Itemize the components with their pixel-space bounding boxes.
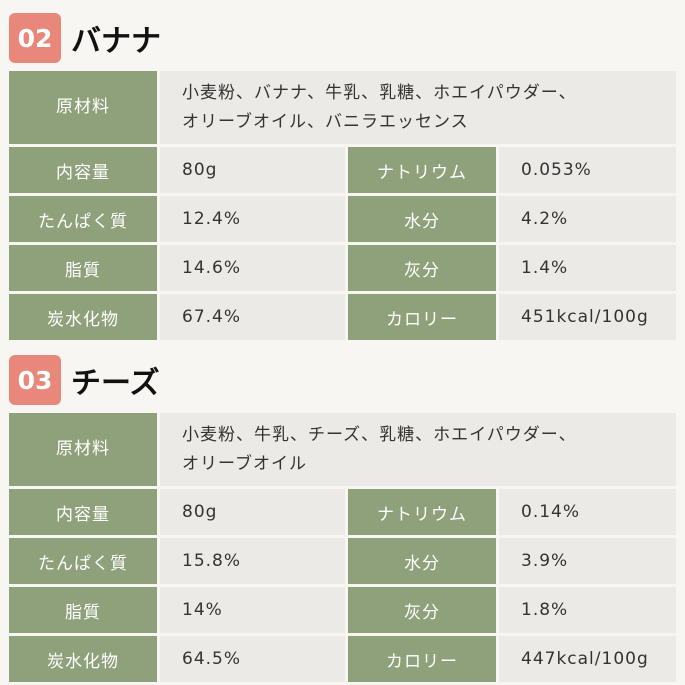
ingredients-row: 原材料 小麦粉、牛乳、チーズ、乳糖、ホエイパウダー、 オリーブオイル <box>9 413 676 486</box>
row-label: 脂質 <box>9 587 157 633</box>
row-label: 炭水化物 <box>9 636 157 682</box>
row-label: たんぱく質 <box>9 196 157 242</box>
row-label: カロリー <box>348 636 496 682</box>
row-value: 4.2% <box>499 196 676 242</box>
ingredients-line: 小麦粉、バナナ、牛乳、乳糖、ホエイパウダー、 <box>182 82 577 103</box>
row-label: 水分 <box>348 196 496 242</box>
row-value: 14% <box>160 587 345 633</box>
row-label: ナトリウム <box>348 489 496 535</box>
table-row: たんぱく質 12.4% 水分 4.2% <box>9 196 676 242</box>
nutrition-table: 原材料 小麦粉、牛乳、チーズ、乳糖、ホエイパウダー、 オリーブオイル 内容量 80… <box>6 410 679 685</box>
row-label: 内容量 <box>9 147 157 193</box>
row-value: 447kcal/100g <box>499 636 676 682</box>
product-section: 02 バナナ 原材料 小麦粉、バナナ、牛乳、乳糖、ホエイパウダー、 オリーブオイル… <box>9 13 676 343</box>
ingredients-line: 小麦粉、牛乳、チーズ、乳糖、ホエイパウダー、 <box>182 424 577 445</box>
row-label: 内容量 <box>9 489 157 535</box>
nutrition-table: 原材料 小麦粉、バナナ、牛乳、乳糖、ホエイパウダー、 オリーブオイル、バニラエッセ… <box>6 68 679 343</box>
table-row: 内容量 80g ナトリウム 0.053% <box>9 147 676 193</box>
row-value: 64.5% <box>160 636 345 682</box>
row-value: 1.8% <box>499 587 676 633</box>
table-row: 内容量 80g ナトリウム 0.14% <box>9 489 676 535</box>
row-label: カロリー <box>348 294 496 340</box>
row-value: 3.9% <box>499 538 676 584</box>
table-row: 脂質 14.6% 灰分 1.4% <box>9 245 676 291</box>
ingredients-line: オリーブオイル <box>182 453 307 474</box>
ingredients-value: 小麦粉、牛乳、チーズ、乳糖、ホエイパウダー、 オリーブオイル <box>160 413 676 486</box>
section-title: チーズ <box>71 366 160 401</box>
table-row: 脂質 14% 灰分 1.8% <box>9 587 676 633</box>
section-title: バナナ <box>71 24 161 59</box>
row-value: 0.14% <box>499 489 676 535</box>
section-number-badge: 03 <box>9 355 61 405</box>
row-label: 灰分 <box>348 587 496 633</box>
row-label: たんぱく質 <box>9 538 157 584</box>
ingredients-row: 原材料 小麦粉、バナナ、牛乳、乳糖、ホエイパウダー、 オリーブオイル、バニラエッセ… <box>9 71 676 144</box>
row-value: 0.053% <box>499 147 676 193</box>
table-row: 炭水化物 67.4% カロリー 451kcal/100g <box>9 294 676 340</box>
ingredients-label: 原材料 <box>9 71 157 144</box>
ingredients-label: 原材料 <box>9 413 157 486</box>
row-value: 14.6% <box>160 245 345 291</box>
ingredients-value: 小麦粉、バナナ、牛乳、乳糖、ホエイパウダー、 オリーブオイル、バニラエッセンス <box>160 71 676 144</box>
row-value: 80g <box>160 147 345 193</box>
row-label: 灰分 <box>348 245 496 291</box>
section-header: 02 バナナ <box>9 13 676 63</box>
row-value: 12.4% <box>160 196 345 242</box>
row-value: 451kcal/100g <box>499 294 676 340</box>
row-value: 1.4% <box>499 245 676 291</box>
section-number-badge: 02 <box>9 13 61 63</box>
row-value: 80g <box>160 489 345 535</box>
table-row: 炭水化物 64.5% カロリー 447kcal/100g <box>9 636 676 682</box>
section-header: 03 チーズ <box>9 355 676 405</box>
row-value: 15.8% <box>160 538 345 584</box>
ingredients-line: オリーブオイル、バニラエッセンス <box>182 111 469 132</box>
row-label: 脂質 <box>9 245 157 291</box>
product-section: 03 チーズ 原材料 小麦粉、牛乳、チーズ、乳糖、ホエイパウダー、 オリーブオイル… <box>9 355 676 685</box>
table-row: たんぱく質 15.8% 水分 3.9% <box>9 538 676 584</box>
row-value: 67.4% <box>160 294 345 340</box>
row-label: 炭水化物 <box>9 294 157 340</box>
row-label: 水分 <box>348 538 496 584</box>
row-label: ナトリウム <box>348 147 496 193</box>
